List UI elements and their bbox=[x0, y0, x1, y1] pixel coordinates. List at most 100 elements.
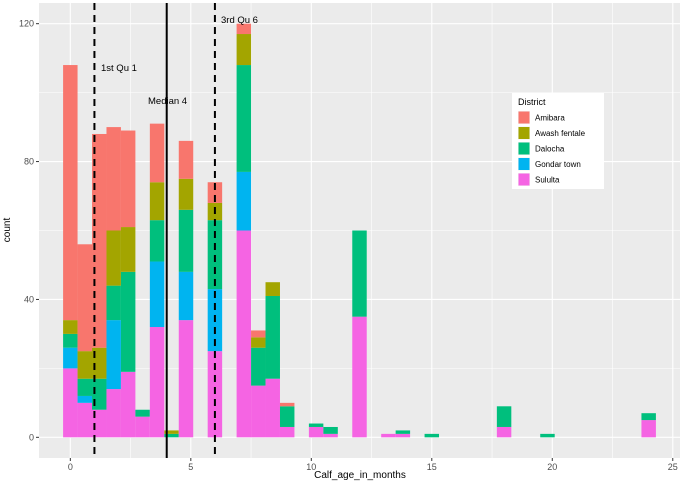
bar-segment-amibara bbox=[207, 182, 223, 203]
bar-segment-dalocha bbox=[395, 430, 411, 434]
bar-segment-awash-fentale bbox=[149, 182, 165, 221]
bar-segment-sululta bbox=[77, 402, 93, 438]
bar-segment-gondar-town bbox=[106, 320, 121, 390]
bar-segment-amibara bbox=[92, 133, 107, 348]
bar-segment-awash-fentale bbox=[251, 337, 266, 348]
y-tick-label: 0 bbox=[29, 432, 34, 442]
x-axis-title: Calf_age_in_months bbox=[314, 470, 406, 481]
bar-segment-amibara bbox=[120, 130, 136, 228]
y-tick-label: 80 bbox=[24, 157, 34, 167]
bar-segment-dalocha bbox=[279, 406, 295, 427]
reference-label-4: Median 4 bbox=[148, 96, 187, 107]
bar-segment-dalocha bbox=[424, 433, 440, 438]
legend-entries: Amibara Awash fentale Dalocha Gondar town Su… bbox=[518, 111, 586, 186]
y-tick-label: 40 bbox=[24, 294, 34, 304]
x-tick-label: 5 bbox=[188, 462, 193, 472]
bar-segment-sululta bbox=[279, 426, 295, 438]
legend-key-swatch bbox=[518, 173, 530, 186]
bar-segment-amibara bbox=[279, 402, 295, 407]
legend-entry-label: Dalocha bbox=[535, 145, 565, 154]
bar-segment-dalocha bbox=[178, 209, 194, 272]
bar-segment-gondar-town bbox=[236, 171, 252, 231]
y-axis-title: count bbox=[2, 218, 13, 243]
bar-segment-dalocha bbox=[164, 433, 179, 438]
bar-segment-dalocha bbox=[308, 423, 324, 427]
bar-segment-sululta bbox=[149, 327, 165, 438]
bar-segment-sululta bbox=[395, 433, 411, 438]
bar-segment-dalocha bbox=[207, 220, 223, 290]
bar-segment-dalocha bbox=[63, 333, 78, 348]
bar-segment-awash-fentale bbox=[63, 320, 78, 334]
reference-label-6: 3rd Qu 6 bbox=[221, 15, 258, 26]
bar-segment-sululta bbox=[308, 426, 324, 438]
legend-key-swatch bbox=[518, 158, 530, 170]
bar-segment-sululta bbox=[641, 420, 656, 438]
bar-segment-amibara bbox=[77, 244, 93, 352]
legend-entry-label: Sululta bbox=[535, 176, 560, 185]
bar-segment-sululta bbox=[236, 230, 252, 438]
bar-segment-dalocha bbox=[323, 426, 338, 434]
bar-segment-dalocha bbox=[496, 406, 512, 427]
x-axis: 0 5 10 15 20 25 bbox=[68, 458, 678, 472]
legend-title: District bbox=[518, 97, 546, 107]
bar-segment-dalocha bbox=[352, 230, 367, 317]
bar-segment-gondar-town bbox=[149, 261, 165, 328]
x-tick-label: 25 bbox=[668, 462, 678, 472]
bar-segment-amibara bbox=[236, 23, 252, 35]
bar-segment-dalocha bbox=[135, 409, 150, 417]
bar-segment-sululta bbox=[135, 416, 150, 438]
bar-segment-dalocha bbox=[120, 271, 136, 372]
bar-segment-awash-fentale bbox=[164, 430, 179, 434]
bar-segment-dalocha bbox=[251, 347, 266, 386]
bar-segment-gondar-town bbox=[77, 395, 93, 403]
bar-segment-amibara bbox=[63, 65, 78, 321]
bar-segment-dalocha bbox=[641, 413, 656, 421]
x-tick-label: 15 bbox=[427, 462, 437, 472]
bar-segment-awash-fentale bbox=[265, 282, 280, 296]
y-axis: 0 40 80 120 bbox=[19, 19, 39, 442]
x-tick-label: 20 bbox=[547, 462, 557, 472]
bar-segment-sululta bbox=[178, 320, 194, 438]
bar-segment-sululta bbox=[265, 378, 280, 438]
bar-segment-gondar-town bbox=[178, 271, 194, 321]
bar-segment-dalocha bbox=[540, 433, 555, 438]
y-tick-label: 120 bbox=[19, 19, 34, 29]
bar-segment-sululta bbox=[323, 433, 338, 438]
bar-segment-dalocha bbox=[149, 220, 165, 262]
legend: District Amibara Awash fentale Dalocha Gond… bbox=[512, 93, 604, 189]
bar-segment-amibara bbox=[149, 123, 165, 183]
bar-segment-sululta bbox=[106, 389, 121, 438]
bar-segment-awash-fentale bbox=[236, 34, 252, 66]
histogram-bars bbox=[63, 23, 656, 438]
bar-segment-dalocha bbox=[106, 285, 121, 321]
bar-segment-dalocha bbox=[92, 378, 107, 410]
bar-segment-amibara bbox=[251, 330, 266, 338]
bar-segment-sululta bbox=[251, 385, 266, 438]
reference-label-1: 1st Qu 1 bbox=[101, 63, 137, 74]
legend-entry-label: Gondar town bbox=[535, 160, 581, 169]
x-tick-label: 10 bbox=[306, 462, 316, 472]
reference-annotations: 1st Qu 1 Median 4 3rd Qu 6 bbox=[101, 15, 258, 107]
bar-segment-sululta bbox=[381, 433, 396, 438]
bar-segment-awash-fentale bbox=[77, 351, 93, 379]
bar-segment-dalocha bbox=[77, 378, 93, 396]
bar-segment-awash-fentale bbox=[106, 230, 121, 286]
bar-segment-sululta bbox=[92, 409, 107, 438]
legend-entry-label: Awash fentale bbox=[535, 129, 586, 138]
legend-key-swatch bbox=[518, 142, 530, 155]
bar-segment-sululta bbox=[352, 316, 367, 438]
bar-segment-dalocha bbox=[265, 295, 280, 379]
bar-segment-dalocha bbox=[236, 65, 252, 172]
bar-segment-sululta bbox=[496, 426, 512, 438]
bar-segment-awash-fentale bbox=[92, 347, 107, 379]
bar-segment-gondar-town bbox=[63, 347, 78, 369]
bar-segment-sululta bbox=[120, 371, 136, 438]
legend-key-swatch bbox=[518, 111, 530, 124]
bar-segment-sululta bbox=[63, 368, 78, 438]
bar-segment-amibara bbox=[178, 140, 194, 179]
legend-key-swatch bbox=[518, 127, 530, 139]
bar-segment-sululta bbox=[207, 351, 223, 438]
x-tick-label: 0 bbox=[68, 462, 73, 472]
bar-segment-awash-fentale bbox=[178, 178, 194, 210]
reference-lines bbox=[93, 3, 216, 458]
